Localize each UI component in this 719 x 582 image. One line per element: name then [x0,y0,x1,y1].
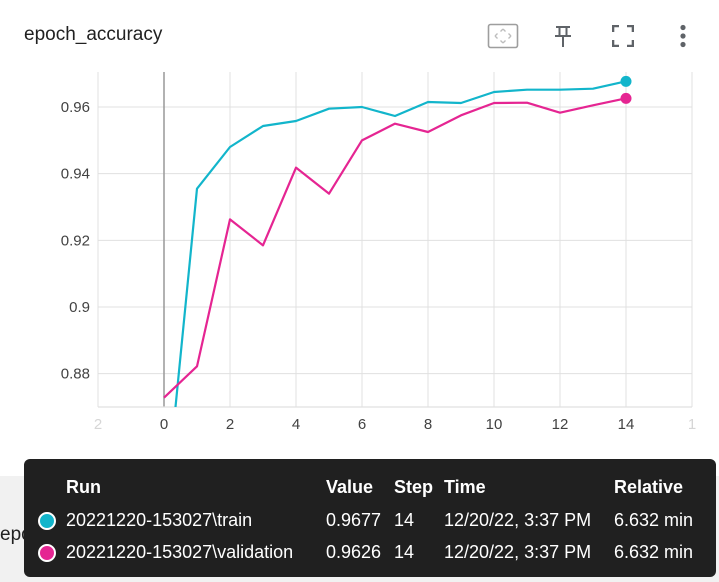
tooltip-header-value: Value [326,477,374,497]
pin-icon [555,26,571,47]
card-toolbar [487,20,699,52]
series-endpoint [620,92,632,104]
tooltip-run: 20221220-153027\validation [66,542,294,562]
x-tick-label-faint: 2 [94,416,102,433]
tick-labels: 0.88 0.9 0.92 0.94 0.96 0 2 4 6 8 10 12 14 2 1 [61,99,696,433]
grid [97,72,693,407]
y-tick-label: 0.92 [61,232,90,249]
y-tick-label: 0.88 [61,366,90,383]
x-tick-label: 6 [358,416,366,433]
tooltip-row: 20221220-153027\validation 0.9626 14 12/… [24,537,716,567]
tooltip-header-relative: Relative [614,477,684,497]
run-color-swatch [38,512,56,530]
fullscreen-icon [612,25,634,47]
pin-button[interactable] [547,20,579,52]
tooltip-value: 0.9677 [326,510,382,530]
x-tick-label: 8 [424,416,432,433]
tooltip-header-row: Run Value Step Time Relative [24,472,716,502]
run-color-swatch [38,544,56,562]
tooltip-row: 20221220-153027\train 0.9677 14 12/20/22… [24,505,716,535]
tooltip-step: 14 [394,510,415,530]
axes [98,72,692,408]
x-tick-label: 10 [486,416,503,433]
tooltip-run: 20221220-153027\train [66,510,253,530]
y-tick-label: 0.94 [61,166,90,183]
tooltip-header-step: Step [394,477,434,497]
tooltip-value: 0.9626 [326,542,382,562]
y-tick-label: 0.96 [61,99,90,116]
series-line-validation [163,97,627,399]
more-options-button[interactable] [667,20,699,52]
x-tick-label: 14 [618,416,635,433]
card-title: epoch_accuracy [24,24,163,45]
tooltip-relative: 6.632 min [614,542,694,562]
x-tick-label: 4 [292,416,300,433]
tooltip-time: 12/20/22, 3:37 PM [444,510,592,530]
tooltip-relative: 6.632 min [614,510,694,530]
fit-domain-button[interactable] [487,20,519,52]
x-tick-label: 2 [226,416,234,433]
series-line-train [174,80,627,407]
series [163,75,632,407]
tooltip-time: 12/20/22, 3:37 PM [444,542,592,562]
hover-tooltip: Run Value Step Time Relative 20221220-15… [24,459,716,577]
accuracy-chart: 0.88 0.9 0.92 0.94 0.96 0 2 4 6 8 10 12 14 2 1 [61,72,696,433]
x-tick-label: 0 [160,416,168,433]
tooltip-header-time: Time [444,477,486,497]
x-tick-label-faint: 1 [688,416,696,433]
fullscreen-button[interactable] [607,20,639,52]
x-tick-label: 12 [552,416,569,433]
fit-domain-icon [487,23,519,49]
y-tick-label: 0.9 [69,299,90,316]
more-vert-icon [680,24,686,48]
tooltip-header-run: Run [66,477,101,497]
series-endpoint [620,75,632,87]
tooltip-step: 14 [394,542,415,562]
